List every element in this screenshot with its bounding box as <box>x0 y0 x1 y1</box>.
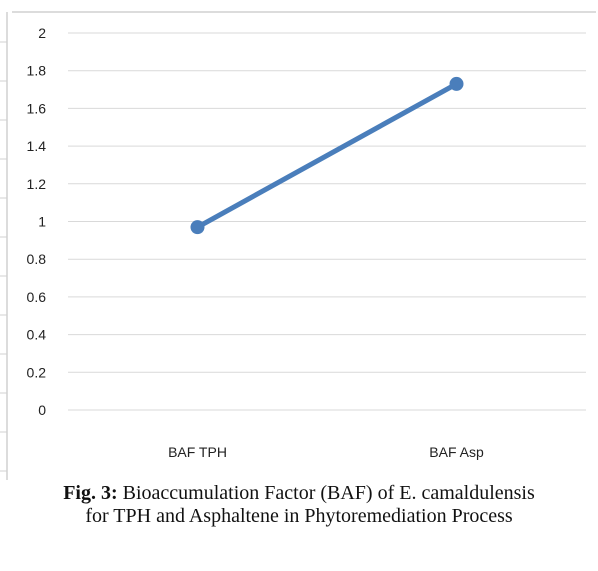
figure-caption: Fig. 3: Bioaccumulation Factor (BAF) of … <box>60 482 538 528</box>
y-tick-label: 1.8 <box>27 63 47 79</box>
y-tick-label: 0.6 <box>27 289 47 305</box>
frame-lines <box>0 11 596 480</box>
y-tick-label: 1 <box>38 214 46 230</box>
y-tick-label: 0.8 <box>27 251 47 267</box>
caption-label: Fig. 3: <box>63 482 118 504</box>
series-line <box>195 81 459 230</box>
x-tick-label: BAF Asp <box>429 444 484 460</box>
gridlines <box>68 32 586 411</box>
y-tick-label: 1.4 <box>27 138 47 154</box>
y-tick-label: 0.4 <box>27 327 47 343</box>
y-axis-ticks: 0 0.2 0.4 0.6 0.8 1 1.2 1.4 1.6 1.8 2 <box>27 25 47 418</box>
data-point <box>190 220 205 235</box>
caption-text: Bioaccumulation Factor (BAF) of E. camal… <box>85 482 535 527</box>
y-tick-label: 0 <box>38 402 46 418</box>
line-chart: 0 0.2 0.4 0.6 0.8 1 1.2 1.4 1.6 1.8 2 BAF TPH BAF A… <box>0 11 596 480</box>
y-tick-label: 0.2 <box>27 364 47 380</box>
y-tick-label: 1.6 <box>27 100 47 116</box>
y-tick-label: 2 <box>38 25 46 41</box>
x-tick-label: BAF TPH <box>168 444 227 460</box>
data-point <box>449 76 464 91</box>
series-layer <box>190 76 464 235</box>
y-tick-label: 1.2 <box>27 176 47 192</box>
x-axis-ticks: BAF TPH BAF Asp <box>168 444 484 460</box>
